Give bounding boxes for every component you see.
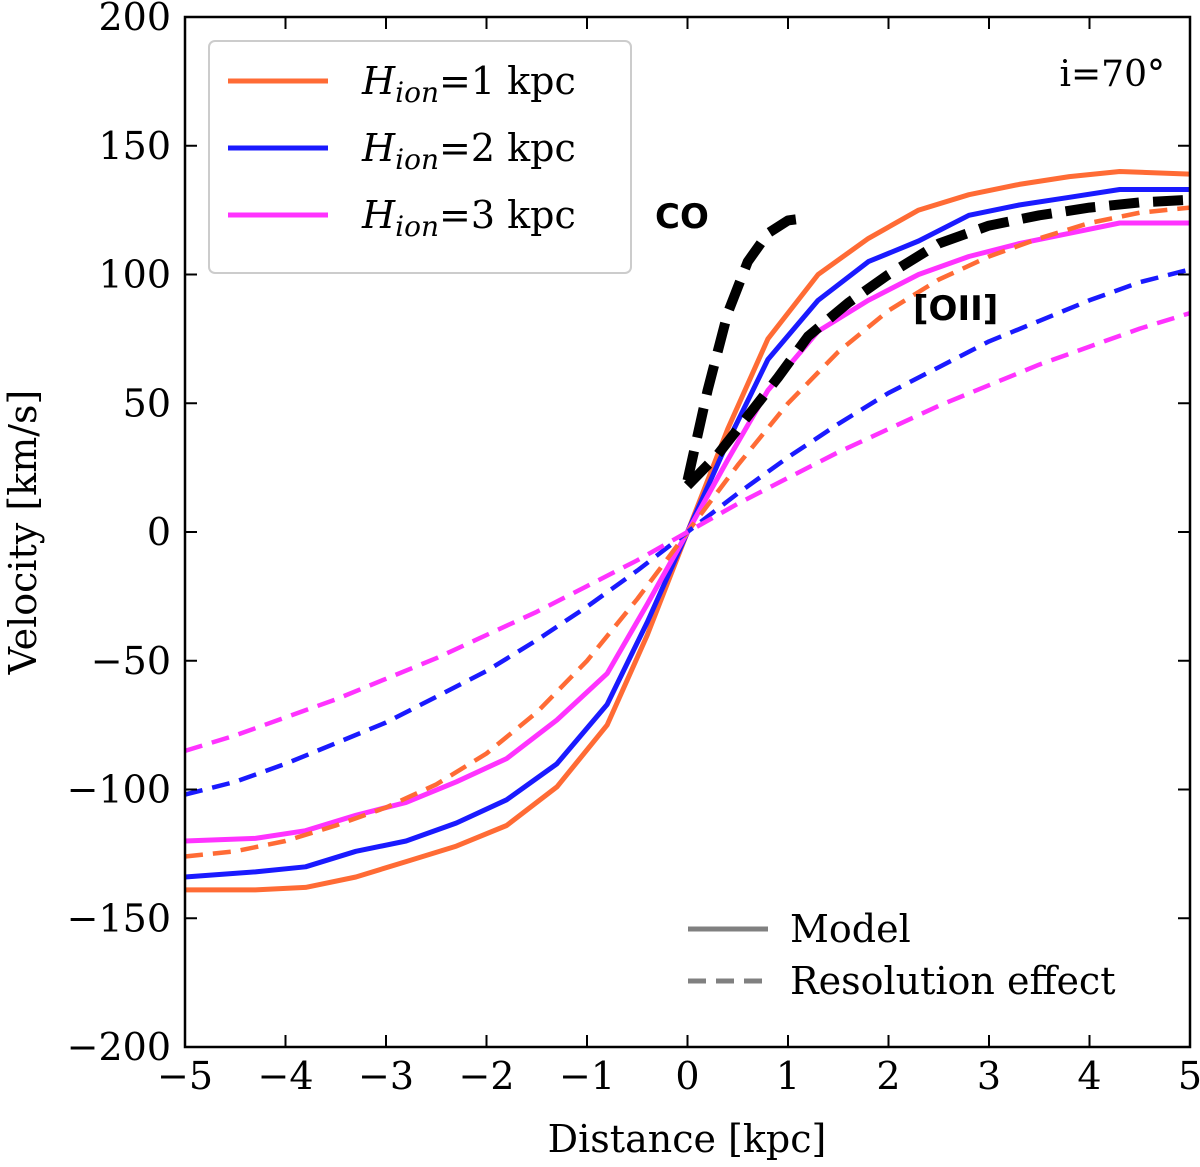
y-tick-label: 0 (147, 510, 171, 554)
x-axis-title: Distance [kpc] (548, 1117, 827, 1161)
co-label: CO (655, 197, 709, 237)
x-tick-label: 5 (1178, 1054, 1200, 1098)
x-tick-label: −3 (358, 1054, 414, 1098)
x-tick-label: −2 (458, 1054, 514, 1098)
x-tick-label: −1 (559, 1054, 615, 1098)
legend-hion-label: Hion=2 kpc (361, 126, 576, 176)
legend-hion-label: Hion=1 kpc (361, 59, 576, 109)
y-tick-label: −50 (91, 639, 171, 683)
x-tick-label: 1 (776, 1054, 800, 1098)
x-tick-label: −5 (157, 1054, 213, 1098)
inclination-label: i=70° (1060, 54, 1166, 95)
legend-style-label: Resolution effect (790, 959, 1116, 1003)
y-tick-label: 100 (98, 253, 171, 297)
y-tick-label: 200 (98, 0, 171, 39)
x-tick-label: 0 (675, 1054, 699, 1098)
y-axis-title: Velocity [km/s] (1, 390, 45, 676)
y-tick-label: 50 (123, 381, 171, 425)
series-layer (184, 169, 1191, 893)
x-tick-label: 2 (876, 1054, 900, 1098)
y-tick-label: −200 (67, 1025, 171, 1069)
x-tick-label: 3 (977, 1054, 1001, 1098)
y-tick-label: −100 (67, 768, 171, 812)
x-tick-label: 4 (1077, 1054, 1101, 1098)
legend-style: Model Resolution effect (688, 907, 1116, 1003)
legend-hion-label: Hion=3 kpc (361, 193, 576, 243)
series-obs-co (682, 212, 809, 482)
x-tick-label: −4 (257, 1054, 313, 1098)
ticks-layer: −5 −4 −3 −2 −1 0 1 2 3 4 5 −200 −150 −100 −50 0 50 100 150… (67, 0, 1200, 1098)
y-tick-label: −150 (67, 896, 171, 940)
series-obs-oii (683, 194, 1191, 490)
y-tick-label: 150 (98, 124, 171, 168)
legend-hion: Hion=1 kpc Hion=2 kpc Hion=3 kpc (208, 40, 632, 274)
oii-label: [OII] (913, 289, 998, 329)
legend-style-label: Model (790, 907, 911, 951)
series-res-h3 (184, 310, 1191, 754)
